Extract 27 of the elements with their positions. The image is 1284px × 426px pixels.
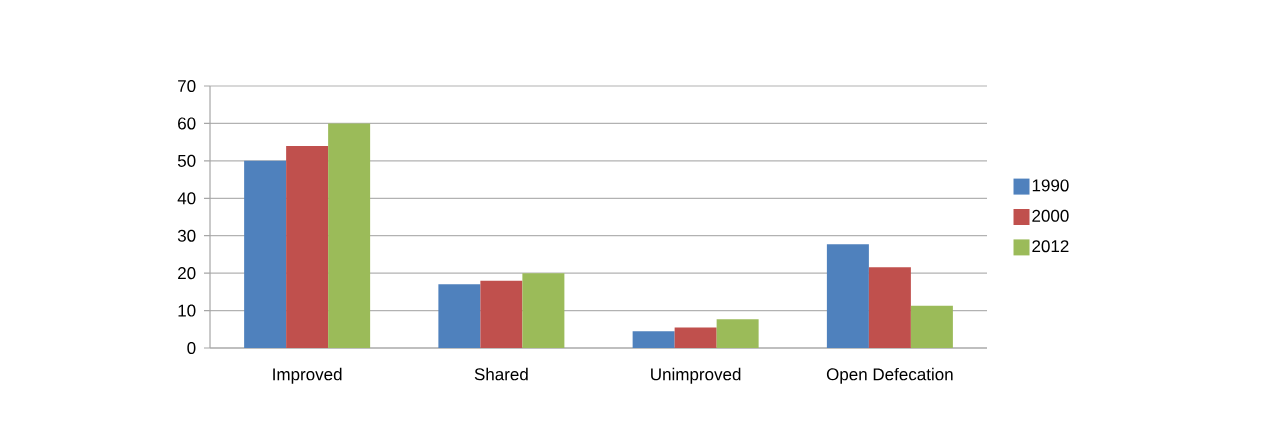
bar: [716, 319, 759, 348]
y-tick-label: 30: [177, 229, 196, 242]
bar: [522, 273, 565, 348]
bar: [674, 327, 717, 348]
y-tick-label: 50: [177, 154, 196, 167]
x-tick-label: Open Defecation: [826, 367, 953, 384]
bar: [826, 244, 869, 348]
bar: [632, 331, 675, 348]
bar: [328, 123, 371, 348]
bar: [438, 284, 481, 348]
y-tick-label: 20: [178, 267, 196, 280]
bar: [910, 305, 953, 348]
y-tick-label: 40: [177, 192, 196, 205]
bar: [868, 267, 911, 348]
legend-label: 2000: [1032, 209, 1069, 222]
bar: [480, 280, 523, 348]
bar: [244, 160, 287, 348]
y-tick-label: 10: [178, 304, 196, 317]
legend-label: 1990: [1032, 179, 1069, 192]
y-tick-label: 0: [187, 341, 196, 355]
y-tick-label: 60: [178, 117, 196, 130]
x-tick-label: Improved: [273, 367, 342, 384]
x-tick-label: Unimproved: [651, 367, 741, 384]
x-tick-label: Shared: [474, 367, 528, 381]
legend-label: 2012: [1032, 240, 1069, 253]
bar: [286, 145, 329, 348]
y-tick-label: 70: [178, 79, 196, 93]
